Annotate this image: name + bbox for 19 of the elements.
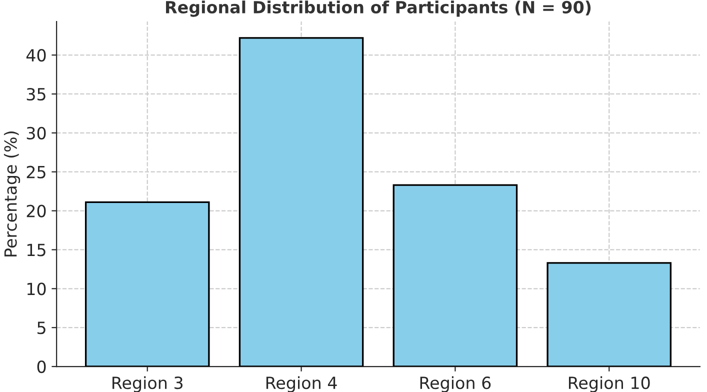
y-tick-label: 20 bbox=[26, 204, 46, 218]
x-tick-label: Region 4 bbox=[266, 376, 337, 392]
y-tick-label: 10 bbox=[27, 282, 46, 296]
y-tick-label: 30 bbox=[26, 126, 46, 140]
y-tick-label: 25 bbox=[26, 166, 46, 178]
y-tick-label: 35 bbox=[26, 88, 46, 101]
y-axis-title: Percentage (%) bbox=[4, 132, 20, 256]
bar bbox=[238, 37, 364, 367]
x-tick-label: Region 3 bbox=[112, 376, 183, 392]
x-tick-label: Region 6 bbox=[420, 376, 491, 392]
bar bbox=[392, 184, 518, 367]
y-tick-label: 5 bbox=[38, 322, 46, 334]
bar bbox=[546, 262, 672, 367]
y-tick-label: 40 bbox=[26, 49, 46, 62]
y-tick-label: 15 bbox=[27, 244, 46, 256]
y-tick-label: 0 bbox=[37, 360, 46, 374]
chart-title: Regional Distribution of Participants (N = 90) bbox=[166, 0, 591, 17]
bar bbox=[84, 201, 210, 367]
x-tick-label: Region 10 bbox=[568, 376, 650, 392]
